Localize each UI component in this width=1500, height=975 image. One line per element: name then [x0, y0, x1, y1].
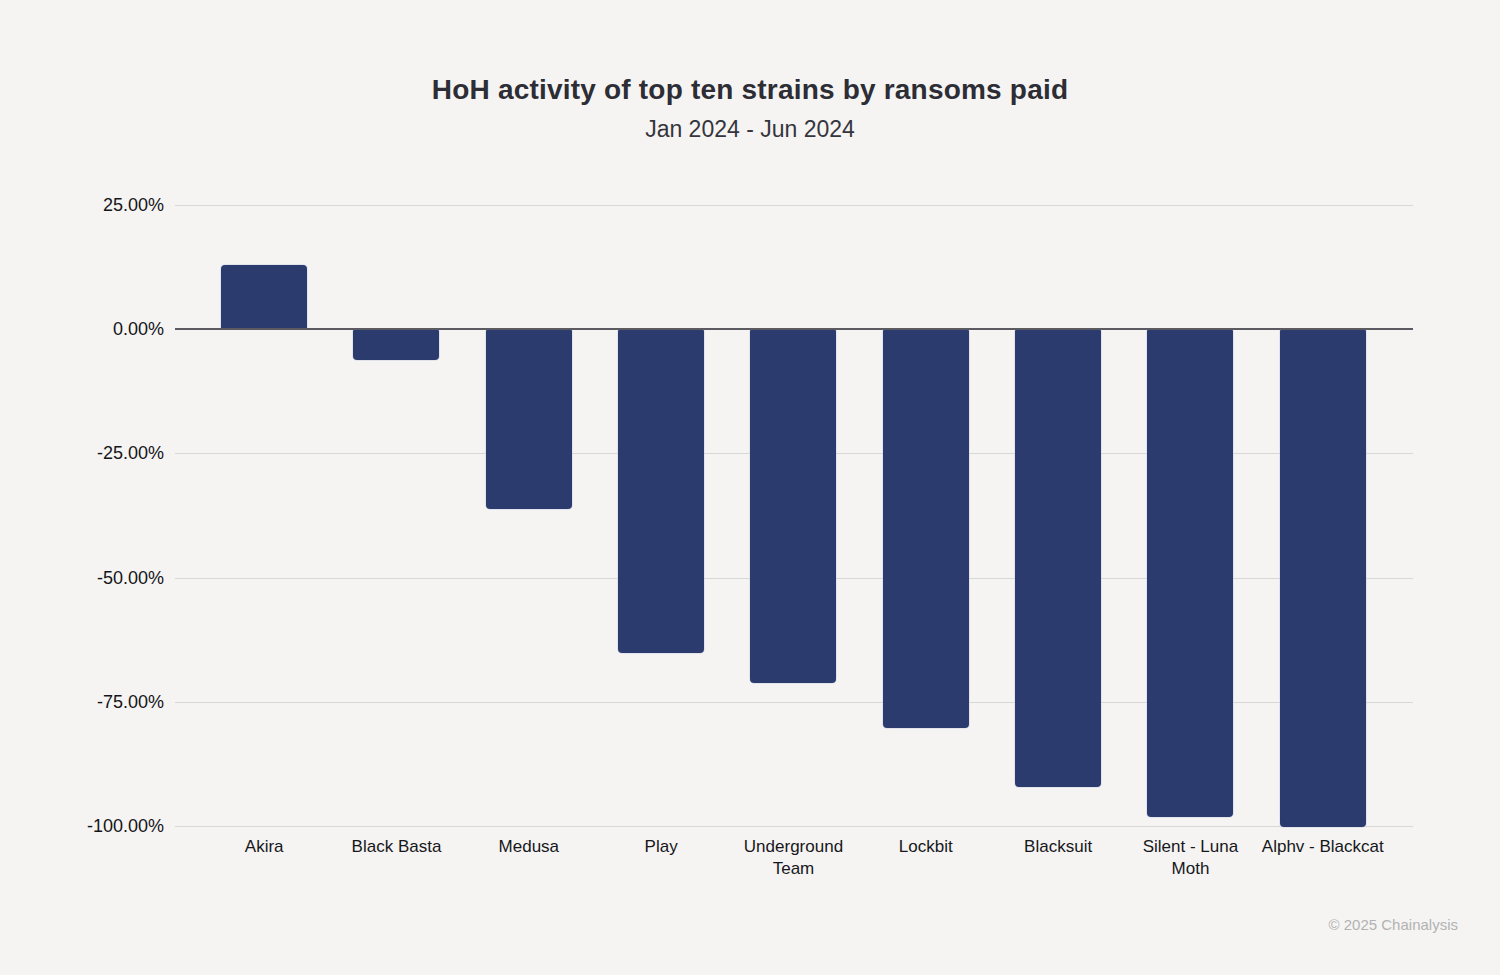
- bar-underground-team[interactable]: [750, 330, 836, 683]
- x-axis-label-cell: Blacksuit: [992, 836, 1124, 880]
- x-axis-category-label: Lockbit: [899, 836, 953, 858]
- zero-axis-line: [175, 328, 1413, 330]
- chart-page: HoH activity of top ten strains by ranso…: [0, 0, 1500, 975]
- bar-akira[interactable]: [221, 265, 307, 330]
- x-axis-category-label: Black Basta: [352, 836, 442, 858]
- x-axis-label-cell: Black Basta: [330, 836, 462, 880]
- x-axis-category-label: Akira: [245, 836, 284, 858]
- plot-area: AkiraBlack BastaMedusaPlayUnderground Te…: [175, 205, 1413, 826]
- x-axis-label-cell: Medusa: [463, 836, 595, 880]
- bar-slot: [992, 205, 1124, 826]
- bar-slot: [198, 205, 330, 826]
- x-axis-label-cell: Silent - Luna Moth: [1124, 836, 1256, 880]
- y-axis-tick-label: -25.00%: [97, 443, 164, 464]
- bar-slot: [860, 205, 992, 826]
- x-axis-label-cell: Underground Team: [727, 836, 859, 880]
- x-axis-label-cell: Akira: [198, 836, 330, 880]
- y-axis-tick-label: 25.00%: [103, 195, 164, 216]
- y-axis-tick-label: -75.00%: [97, 691, 164, 712]
- x-axis-label-cell: Lockbit: [860, 836, 992, 880]
- bar-medusa[interactable]: [486, 330, 572, 509]
- chart-subtitle: Jan 2024 - Jun 2024: [0, 116, 1500, 143]
- y-axis-tick-label: -100.00%: [87, 816, 164, 837]
- bar-slot: [595, 205, 727, 826]
- bar-alphv-blackcat[interactable]: [1280, 330, 1366, 827]
- y-axis-tick-label: 0.00%: [113, 319, 164, 340]
- x-axis-labels: Akira Black Basta Medusa Play Underground Te…: [175, 836, 1413, 880]
- x-axis-category-label: Medusa: [499, 836, 559, 858]
- gridline: [175, 826, 1413, 827]
- bar-slot: [330, 205, 462, 826]
- bar-slot: [727, 205, 859, 826]
- x-axis-category-label: Play: [645, 836, 678, 858]
- x-axis-category-label: Blacksuit: [1024, 836, 1092, 858]
- bar-silent-luna-moth[interactable]: [1147, 330, 1233, 817]
- bar-slot: [1124, 205, 1256, 826]
- bar-slot: [1257, 205, 1389, 826]
- x-axis-category-label: Alphv - Blackcat: [1262, 836, 1384, 858]
- y-axis-tick-label: -50.00%: [97, 567, 164, 588]
- gridline: [175, 205, 1413, 206]
- bar-lockbit[interactable]: [883, 330, 969, 727]
- bar-blacksuit[interactable]: [1015, 330, 1101, 787]
- x-axis-label-cell: Alphv - Blackcat: [1257, 836, 1389, 880]
- bar-play[interactable]: [618, 330, 704, 653]
- x-axis-label-cell: Play: [595, 836, 727, 880]
- bars-layer: [175, 205, 1413, 826]
- bar-slot: [463, 205, 595, 826]
- x-axis-category-label: Underground Team: [732, 836, 854, 880]
- bar-black-basta[interactable]: [353, 330, 439, 360]
- chart-title: HoH activity of top ten strains by ranso…: [0, 74, 1500, 106]
- x-axis-category-label: Silent - Luna Moth: [1129, 836, 1251, 880]
- copyright-text: © 2025 Chainalysis: [1329, 916, 1458, 933]
